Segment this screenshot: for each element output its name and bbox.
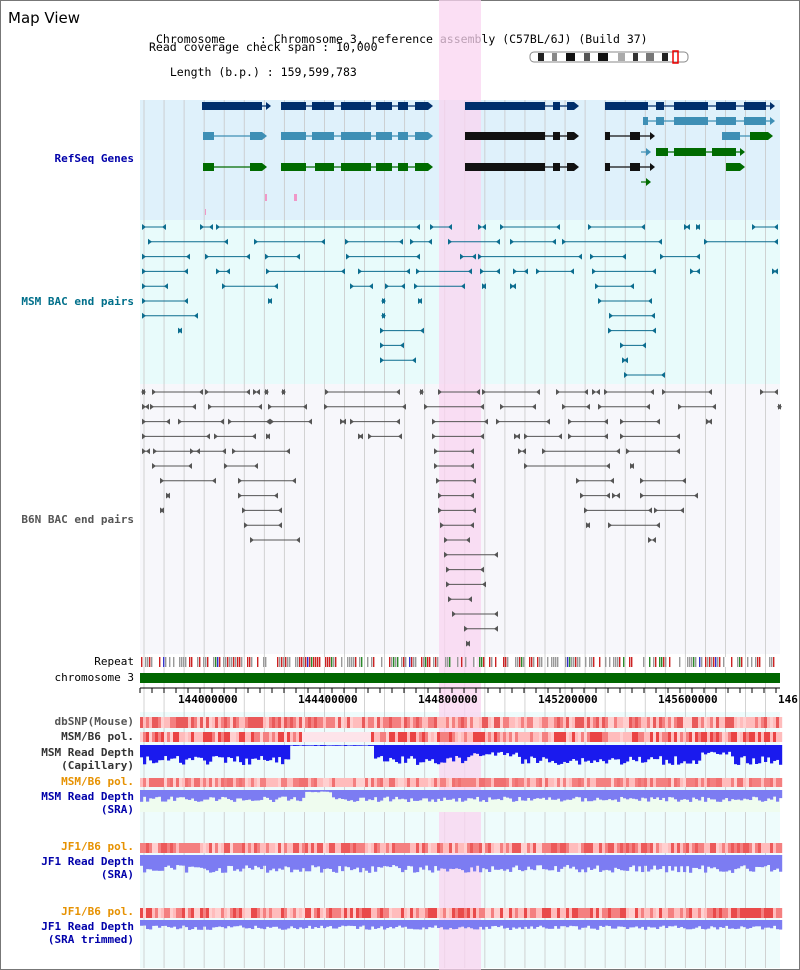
coverage-row: Read coverage check span : 10,000 bbox=[149, 40, 378, 54]
track-label-chromosome[interactable]: chromosome 3 bbox=[54, 671, 134, 684]
length-row: Length (b.p.) : 159,599,783 bbox=[169, 65, 357, 79]
track-label-msm-depth-sra-sub: (SRA) bbox=[100, 803, 134, 816]
track-label-msm-pol-1[interactable]: MSM/B6 pol. bbox=[61, 730, 134, 743]
length-label: Length (b.p.) bbox=[169, 65, 260, 79]
track-label-b6n-bac[interactable]: B6N BAC end pairs bbox=[21, 513, 134, 526]
track-label-msm-bac[interactable]: MSM BAC end pairs bbox=[21, 295, 134, 308]
track-label-msm-depth-cap-sub: (Capillary) bbox=[61, 759, 134, 772]
coverage-value: 10,000 bbox=[335, 40, 378, 54]
axis-tick-label: 145200000 bbox=[538, 693, 598, 706]
track-label-jf1-depth-trim-sub: (SRA trimmed) bbox=[47, 933, 134, 946]
axis-tick-label: 144800000 bbox=[418, 693, 478, 706]
chromosome-label: Chromosome bbox=[156, 32, 226, 46]
length-value: 159,599,783 bbox=[280, 65, 357, 79]
track-label-jf1-depth-trim[interactable]: JF1 Read Depth bbox=[41, 920, 134, 933]
show-label: Show (b.p.) bbox=[176, 98, 253, 112]
show-value: 143,868,053-146,002,977 : 2,134,925 bp bbox=[273, 98, 537, 112]
track-label-jf1-depth-sra[interactable]: JF1 Read Depth bbox=[41, 855, 134, 868]
track-label-msm-pol-2[interactable]: MSM/B6 pol. bbox=[61, 775, 134, 788]
axis-tick-label: 146 bbox=[778, 693, 798, 706]
axis-tick-label: 144400000 bbox=[298, 693, 358, 706]
track-label-msm-depth-cap[interactable]: MSM Read Depth bbox=[41, 746, 134, 759]
track-label-jf1-pol-2[interactable]: JF1/B6 pol. bbox=[61, 905, 134, 918]
track-label-jf1-pol-1[interactable]: JF1/B6 pol. bbox=[61, 840, 134, 853]
track-label-dbsnp[interactable]: dbSNP(Mouse) bbox=[54, 715, 134, 728]
coverage-label: Read coverage check span bbox=[149, 40, 316, 54]
track-label-refseq[interactable]: RefSeq Genes bbox=[54, 152, 134, 165]
info-block: Chromosome : Chromosome 3, reference ass… bbox=[156, 12, 648, 122]
axis-tick-label: 144000000 bbox=[178, 693, 238, 706]
track-label-jf1-depth-sra-sub: (SRA) bbox=[100, 868, 134, 881]
page-title: Map View bbox=[8, 9, 81, 27]
track-label-msm-depth-sra[interactable]: MSM Read Depth bbox=[41, 790, 134, 803]
track-label-repeat[interactable]: Repeat bbox=[94, 655, 134, 668]
axis-tick-label: 145600000 bbox=[658, 693, 718, 706]
show-row: Show (b.p.) : 143,868,053-146,002,977 : … bbox=[176, 98, 537, 112]
